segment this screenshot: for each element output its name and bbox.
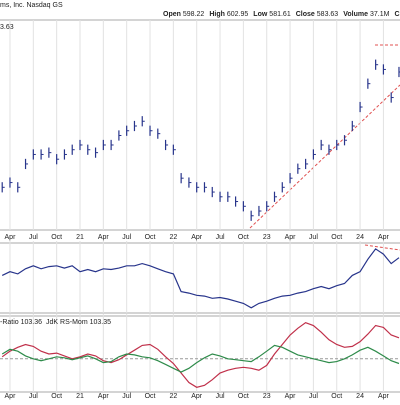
- x-tick-label: 22: [169, 393, 177, 400]
- x-tick-label: Oct: [145, 234, 156, 241]
- x-tick-label: Oct: [238, 234, 249, 241]
- x-tick-label: Jul: [216, 393, 225, 400]
- x-tick-label: Oct: [51, 393, 62, 400]
- line-series: [1, 344, 400, 373]
- quote-label: High: [209, 11, 225, 18]
- x-tick-label: Apr: [285, 393, 297, 400]
- x-tick-label: Jul: [216, 234, 225, 241]
- line-series: [1, 248, 400, 309]
- quote-value: 37.1M: [370, 11, 390, 18]
- x-tick-label: Apr: [98, 234, 110, 241]
- x-tick-label: Oct: [331, 234, 342, 241]
- x-tick-label: Oct: [51, 234, 62, 241]
- quote-label: Volume: [343, 11, 368, 18]
- legend-entry: JdK RS-Mom 103.35: [46, 319, 111, 326]
- x-tick-label: Apr: [5, 234, 17, 241]
- quote-value: 598.22: [183, 11, 205, 18]
- x-tick-label: Oct: [238, 393, 249, 400]
- x-tick-label: Jul: [122, 393, 131, 400]
- x-tick-label: 21: [76, 234, 84, 241]
- quote-label: Low: [253, 11, 268, 18]
- x-tick-label: Apr: [191, 393, 203, 400]
- quote: Open 598.22 High 602.95 Low 581.61 Close 583.63…: [163, 11, 400, 18]
- trendline: [364, 244, 400, 251]
- x-tick-label: Jul: [29, 234, 38, 241]
- price-panel: [0, 19, 400, 231]
- x-tick-label: 24: [356, 234, 364, 241]
- x-tick-label: Oct: [331, 393, 342, 400]
- quote-label: Close: [296, 11, 315, 18]
- x-tick-label: Jul: [29, 393, 38, 400]
- x-tick-label: Oct: [145, 393, 156, 400]
- quote-value: 583.63: [317, 11, 339, 18]
- rrg-panel: [0, 315, 400, 393]
- price-label: 3.63: [0, 24, 14, 31]
- chart-title: ms, Inc. Nasdaq GS: [0, 2, 63, 9]
- x-tick-label: Jul: [122, 234, 131, 241]
- quote-label: Chg: [394, 11, 400, 18]
- x-tick-label: 23: [263, 393, 271, 400]
- x-tick-label: Jul: [309, 234, 318, 241]
- x-tick-label: Apr: [5, 393, 17, 400]
- quote-value: 581.61: [269, 11, 291, 18]
- x-tick-label: 24: [356, 393, 364, 400]
- quote-label: Open: [163, 11, 181, 18]
- x-tick-label: Apr: [378, 234, 390, 241]
- x-tick-label: 23: [263, 234, 271, 241]
- quote-value: 602.95: [227, 11, 249, 18]
- x-tick-label: Apr: [285, 234, 297, 241]
- x-tick-label: Apr: [378, 393, 390, 400]
- rs-panel: [0, 242, 400, 314]
- line-series: [1, 322, 400, 388]
- trendline: [249, 84, 400, 229]
- x-tick-label: 21: [76, 393, 84, 400]
- x-tick-label: 22: [169, 234, 177, 241]
- x-tick-label: Apr: [191, 234, 203, 241]
- legend-entry: -Ratio 103.36: [0, 319, 42, 326]
- x-tick-label: Apr: [98, 393, 110, 400]
- x-tick-label: Jul: [309, 393, 318, 400]
